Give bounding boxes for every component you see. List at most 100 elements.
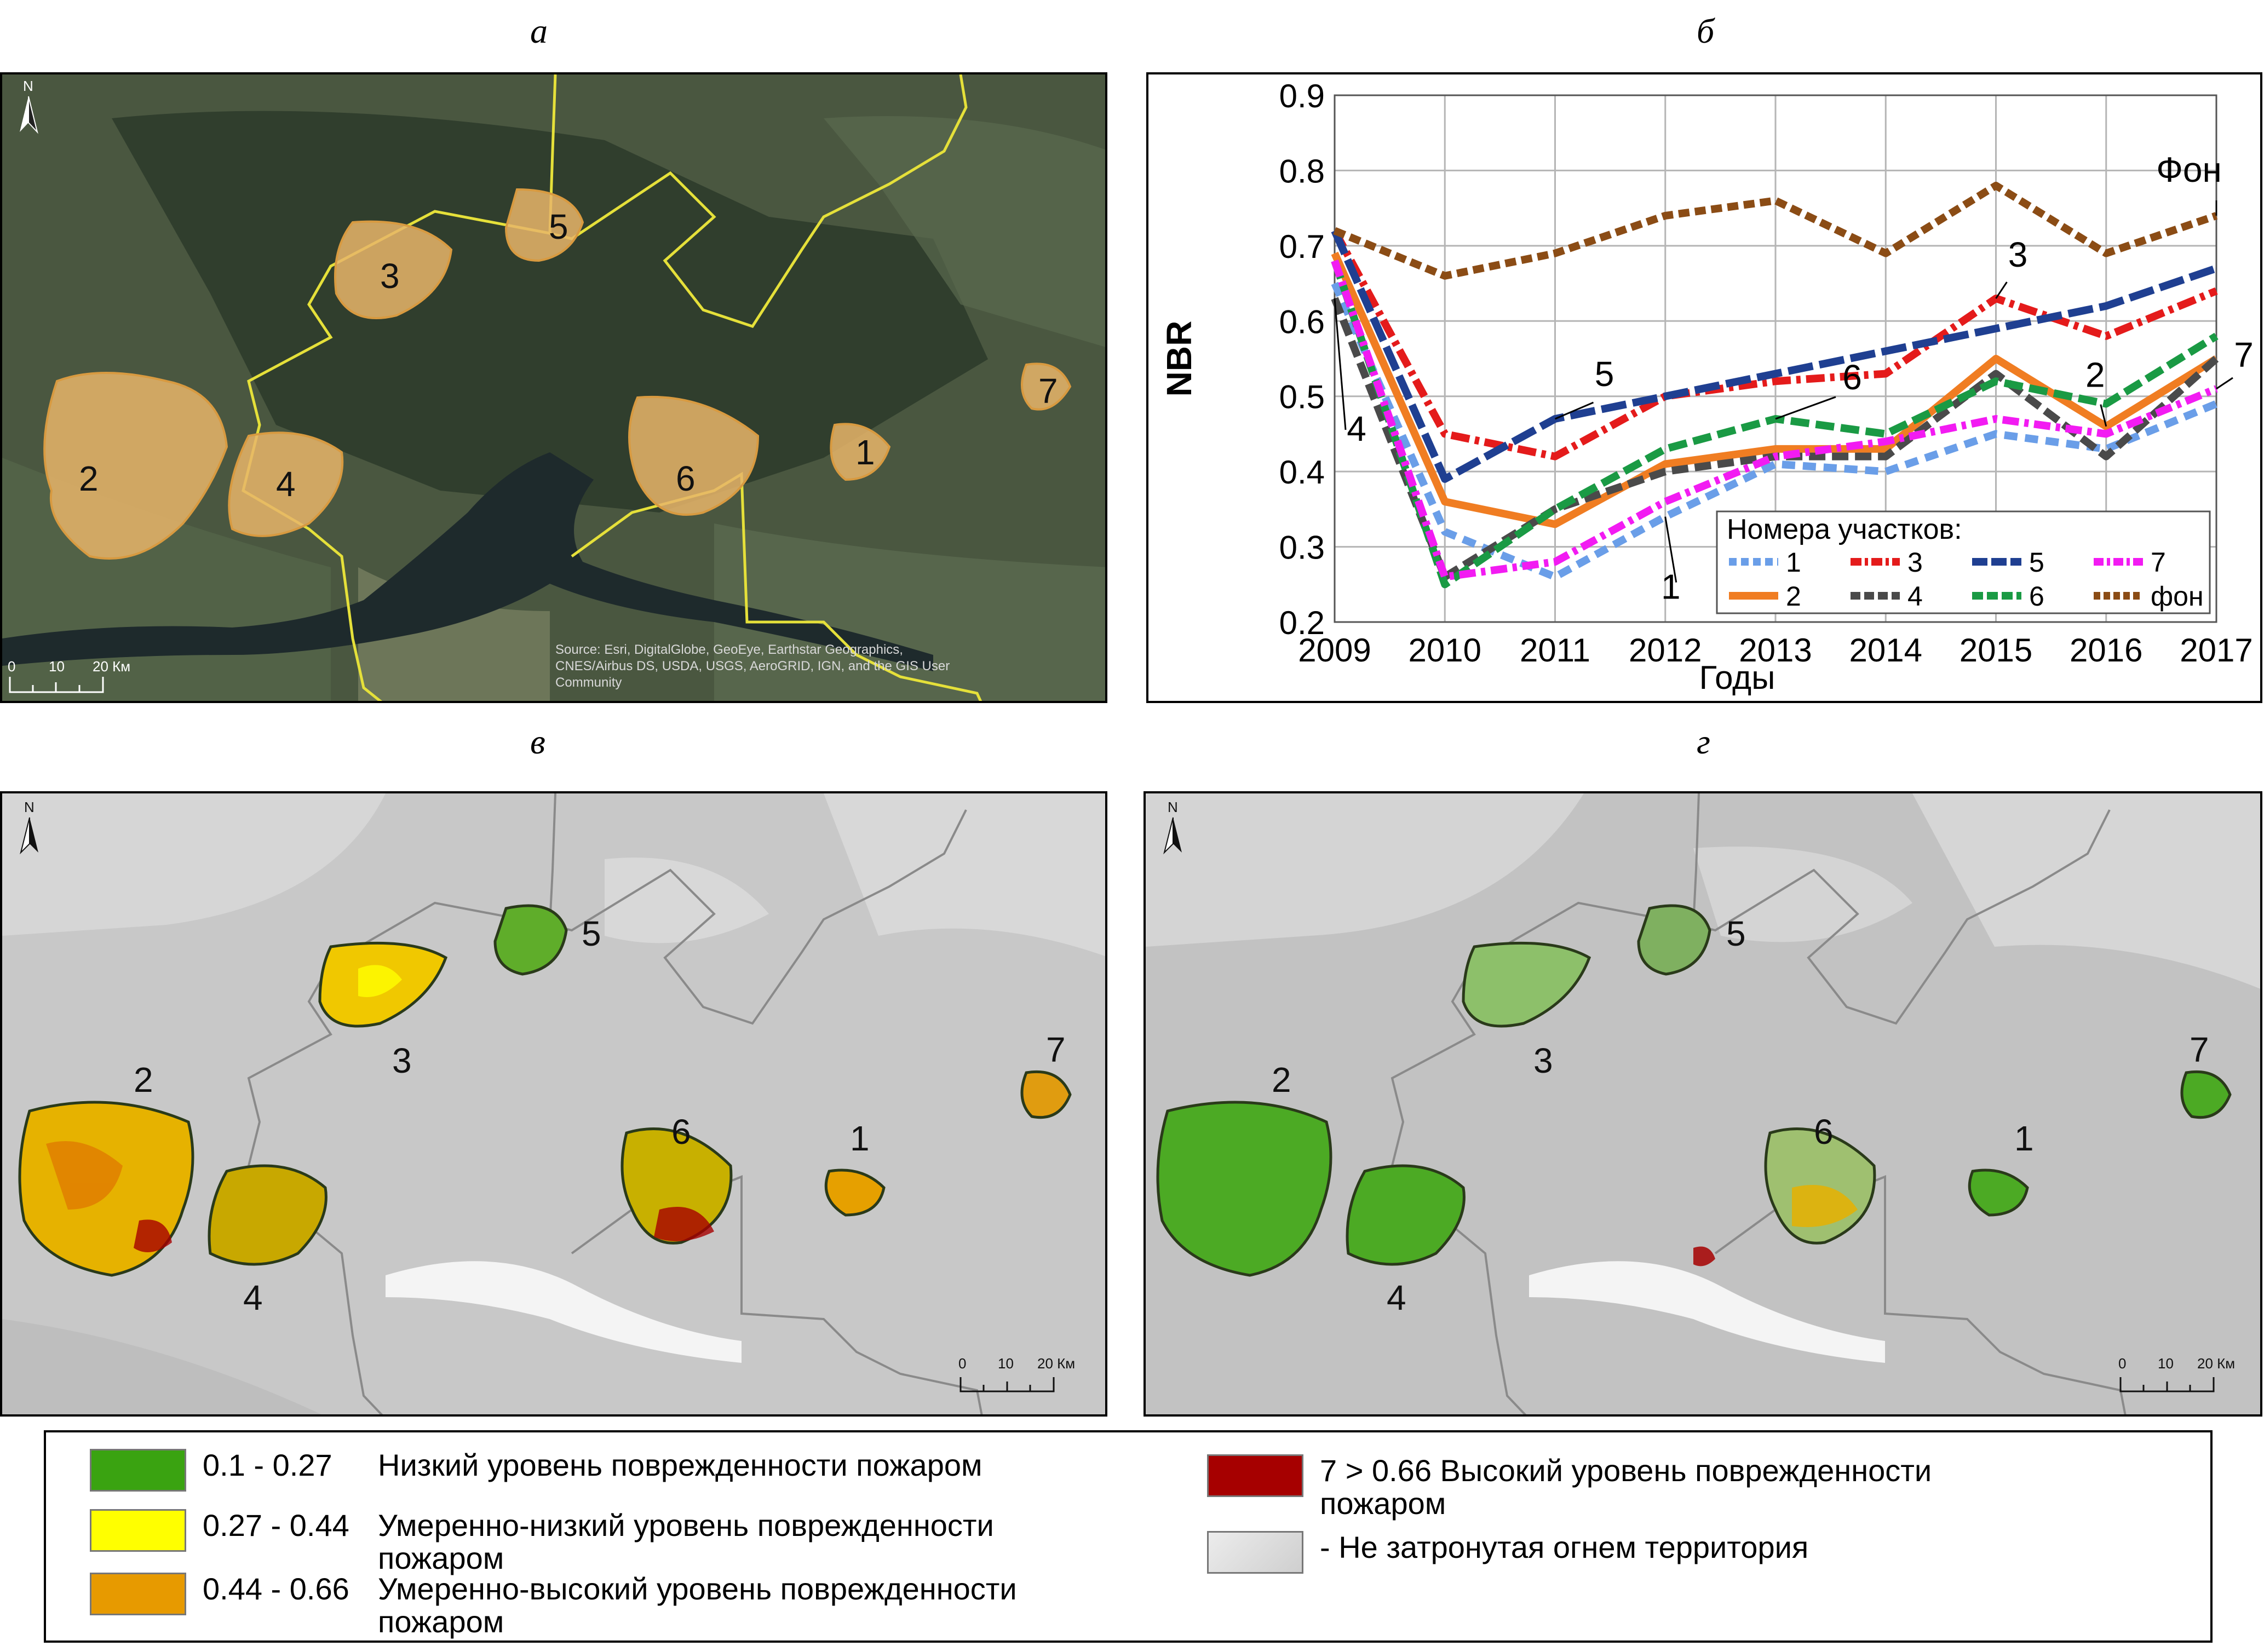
legend-item-high: 7 > 0.66 Высокий уровень поврежденности п…: [1207, 1454, 1932, 1520]
y-tick-label: 0.4: [1279, 454, 1325, 491]
legend-label: Умеренно-высокий уровень поврежденности: [378, 1572, 1017, 1606]
severity-map-1: 1 2 3 4 5 6 7 N 0 10 20 Км: [2, 793, 1105, 1414]
annotation-leader: [2100, 404, 2107, 427]
legend-item-moderate-low: 0.27 - 0.44 Умеренно-низкий уровень повре…: [90, 1509, 994, 1575]
y-tick-label: 0.3: [1279, 529, 1325, 566]
legend-title: Номера участков:: [1727, 514, 1962, 545]
data-point: [1775, 373, 1776, 374]
legend-swatch-unburned: [1207, 1531, 1303, 1574]
site-label-6: 6: [676, 459, 696, 498]
site-label-2: 2: [1272, 1060, 1291, 1100]
series-line-фон: [1333, 181, 2218, 280]
site-label-3: 3: [1533, 1041, 1553, 1080]
north-arrow-icon: N: [20, 799, 38, 855]
boundary-line-2: [1693, 809, 2111, 1025]
severity-map-panel-2: 1 2 3 4 5 6 7 N 0 10 20 Км: [1144, 791, 2262, 1417]
legend-item-low: 0.1 - 0.27 Низкий уровень поврежденности …: [90, 1449, 982, 1492]
x-tick-label: 2010: [1409, 632, 1481, 669]
scale-bar: 0 10 20 Км: [2118, 1355, 2235, 1392]
chart-annotations: Фон 3 5 2 6 4 1 7: [1334, 150, 2254, 607]
svg-text:10: 10: [2158, 1355, 2174, 1372]
legend-entry-6: 6: [2029, 581, 2044, 612]
site-label-4: 4: [276, 464, 296, 504]
x-tick-label: 2015: [1960, 632, 2032, 669]
legend-label: Низкий уровень поврежденности пожаром: [378, 1448, 982, 1482]
satellite-map: 1 2 3 4 5 6 7 N 0 10 20 Км Source: Esri,…: [2, 74, 1105, 701]
fire-patches: [43, 188, 1072, 560]
site-label-1: 1: [2014, 1119, 2034, 1158]
legend-swatch-moderate-low: [90, 1509, 186, 1552]
svg-text:N: N: [23, 78, 33, 94]
map-attribution: Source: Esri, DigitalGlobe, GeoEye, Eart…: [555, 642, 950, 690]
site-label-7: 7: [2190, 1030, 2209, 1069]
legend-label: Умеренно-низкий уровень поврежденности: [378, 1508, 994, 1542]
svg-text:10: 10: [998, 1355, 1014, 1372]
site-label-3: 3: [380, 256, 400, 296]
scale-bar: 0 10 20 Км: [958, 1355, 1075, 1392]
legend-entry-5: 5: [2029, 547, 2044, 578]
x-tick-label: 2009: [1298, 632, 1371, 669]
y-tick-label: 0.8: [1279, 153, 1325, 189]
data-point: [1775, 200, 1776, 201]
severity-map-2: 1 2 3 4 5 6 7 N 0 10 20 Км: [1146, 793, 2260, 1414]
y-tick-label: 0.5: [1279, 379, 1325, 416]
data-point: [1775, 456, 1776, 457]
legend-entry-4: 4: [1907, 581, 1923, 612]
y-tick-label: 0.2: [1279, 605, 1325, 641]
boundary-line-2: [549, 809, 967, 1025]
x-tick-label: 2017: [2180, 632, 2252, 669]
legend-range: 0.27 - 0.44: [203, 1508, 349, 1542]
site-label-2: 2: [134, 1060, 153, 1100]
legend-item-unburned: - Не затронутая огнем территория: [1207, 1531, 1808, 1574]
annotation-leader: [2216, 377, 2233, 390]
legend-entry-фон: фон: [2151, 581, 2204, 612]
legend-item-moderate-high: 0.44 - 0.66 Умеренно-высокий уровень повр…: [90, 1573, 1017, 1638]
annotation-label: 3: [2008, 235, 2028, 274]
panel-letter-c: в: [530, 722, 545, 761]
severity-legend: 0.1 - 0.27 Низкий уровень поврежденности …: [44, 1430, 2213, 1643]
annotation-label: 1: [1661, 567, 1681, 607]
y-tick-label: 0.9: [1279, 78, 1325, 114]
data-point: [1775, 448, 1776, 450]
panel-letter-a: а: [530, 11, 548, 50]
legend-label-line2: пожаром: [378, 1541, 504, 1575]
svg-text:Source: Esri, DigitalGlobe, Ge: Source: Esri, DigitalGlobe, GeoEye, Eart…: [555, 642, 903, 657]
svg-text:N: N: [24, 799, 35, 815]
x-tick-label: 2016: [2070, 632, 2142, 669]
north-arrow-icon: N: [1163, 799, 1182, 855]
legend-entry-3: 3: [1907, 547, 1923, 578]
panel-letter-b: б: [1697, 11, 1715, 50]
svg-text:N: N: [1168, 799, 1178, 815]
annotation-label: 5: [1595, 354, 1614, 394]
site-label-7: 7: [1046, 1030, 1066, 1069]
legend-entry-2: 2: [1786, 581, 1801, 612]
legend-swatch-moderate-high: [90, 1573, 186, 1615]
river: [2, 452, 933, 671]
severity-map-panel-1: 1 2 3 4 5 6 7 N 0 10 20 Км: [0, 791, 1107, 1417]
legend-entry-7: 7: [2151, 547, 2166, 578]
legend-range: 0.44 - 0.66: [203, 1572, 349, 1606]
legend-range: 7 > 0.66: [1320, 1453, 1432, 1488]
legend-range: 0.1 - 0.27: [203, 1448, 332, 1482]
legend-label-line2: пожаром: [1320, 1486, 1446, 1521]
svg-text:20 Км: 20 Км: [93, 658, 130, 675]
legend-swatch-high: [1207, 1454, 1303, 1497]
data-point: [1775, 381, 1776, 382]
site-label-5: 5: [549, 207, 568, 246]
legend-label-line2: пожаром: [378, 1604, 504, 1639]
x-tick-label: 2013: [1739, 632, 1812, 669]
annotation-leader: [1995, 281, 2008, 299]
legend-label: - Не затронутая огнем территория: [1320, 1530, 1809, 1564]
site-label-6: 6: [671, 1112, 691, 1152]
annotation-label: 6: [1842, 358, 1862, 397]
x-tick-label: 2012: [1629, 632, 1702, 669]
site-label-3: 3: [392, 1041, 412, 1080]
panel-letter-d: г: [1697, 722, 1710, 761]
legend-label: Высокий уровень поврежденности: [1440, 1453, 1932, 1488]
y-tick-label: 0.7: [1279, 228, 1325, 265]
svg-text:10: 10: [49, 658, 65, 675]
chart-axes: 2009 2010 2011 2012 2013 2014 2015 2016 2017 0.2 0…: [1159, 78, 2253, 696]
annotation-label: Фон: [2156, 150, 2222, 189]
svg-text:20 Км: 20 Км: [1037, 1355, 1075, 1372]
